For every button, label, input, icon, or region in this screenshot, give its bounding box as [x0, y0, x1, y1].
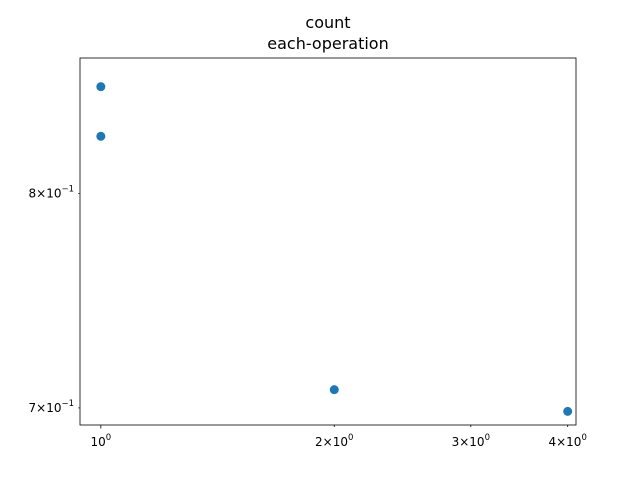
x-tick-label: 2×100: [315, 433, 353, 449]
x-axis-ticks: 100 2×100 3×100 4×100: [90, 425, 587, 449]
y-axis-ticks: 8×10−1 7×10−1: [28, 184, 80, 415]
chart-title: count: [305, 13, 350, 32]
x-tick-label: 3×100: [452, 433, 490, 449]
data-point: [96, 131, 106, 141]
chart-subtitle: each-operation: [267, 34, 388, 53]
y-tick-label: 7×10−1: [28, 399, 74, 415]
y-tick-label: 8×10−1: [28, 184, 74, 200]
x-tick-label: 100: [90, 433, 111, 449]
data-point: [563, 406, 573, 416]
data-point: [96, 82, 106, 92]
data-points: [96, 82, 573, 416]
data-point: [329, 385, 339, 395]
x-tick-label: 4×100: [548, 433, 586, 449]
plot-area: [79, 57, 577, 426]
